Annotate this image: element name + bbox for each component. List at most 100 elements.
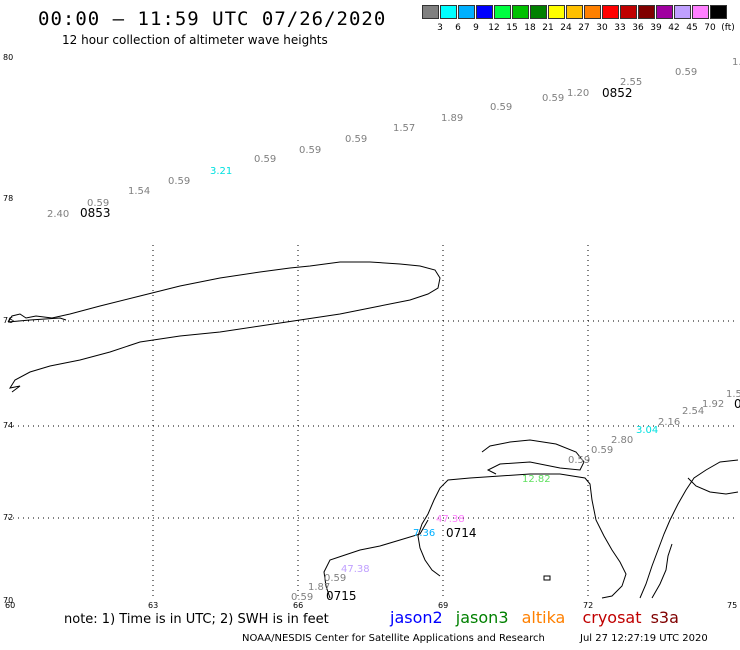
scale-swatch [494,5,511,19]
scale-swatch [710,5,727,19]
wave-height-label: 1.87 [308,582,330,593]
page-title: 00:00 – 11:59 UTC 07/26/2020 [38,8,387,30]
page-subtitle: 12 hour collection of altimeter wave hei… [62,33,328,47]
wave-height-label: 0.59 [324,573,346,584]
wave-height-label: 0.59 [299,145,321,156]
lon-tick-72: 72 [583,601,593,610]
wave-height-label: 0.59 [568,455,590,466]
wave-height-label: 1.57 [393,123,415,134]
lon-tick-69: 69 [438,601,448,610]
lat-tick-78: 78 [3,194,13,203]
scale-label: 39 [650,23,662,33]
coast-east-land [639,459,739,599]
lat-tick-72: 72 [3,513,13,522]
observations: 2.400.591.540.593.210.590.590.591.571.89… [47,57,740,603]
scale-swatch [656,5,673,19]
scale-swatch [602,5,619,19]
scale-swatch [566,5,583,19]
wave-height-label: 1.89 [441,113,463,124]
wave-height-label: 47.38 [341,564,370,575]
footer-timestamp: Jul 27 12:27:19 UTC 2020 [580,633,708,644]
wave-height-label: 1. [732,57,740,68]
wave-height-label: 2.40 [47,209,69,220]
legend: jason2 jason3 altika cryosat s3a [390,608,679,627]
coast-island-small [543,575,551,581]
wave-height-label: 1.92 [702,399,724,410]
wave-height-label: 0.59 [168,176,190,187]
scale-swatch [584,5,601,19]
scale-label: 21 [542,23,554,33]
scale-swatch [638,5,655,19]
grid [8,245,738,598]
lat-tick-74: 74 [3,421,13,430]
wave-height-label: 3.04 [636,425,658,436]
wave-height-label: 3.21 [210,166,232,177]
lat-tick-70: 70 [3,596,13,605]
wave-height-label: 1.54 [128,186,150,197]
footer-credit: NOAA/NESDIS Center for Satellite Applica… [242,633,545,644]
legend-jason3: jason3 [455,608,509,627]
lon-tick-60: 60 [5,601,15,610]
coast-bay [687,477,739,495]
scale-unit: (ft) [721,23,735,33]
wave-height-label: 1.20 [567,88,589,99]
time-label-0853: 0853 [80,206,111,220]
scale-label: 27 [578,23,590,33]
time-labels: 0853 0852 0714 0715 0 [80,86,740,603]
lat-tick-80: 80 [3,53,13,62]
wave-height-label: 0.59 [254,154,276,165]
time-label-0852: 0852 [602,86,633,100]
scale-label: 6 [455,23,461,33]
wave-height-label: 0.59 [87,198,109,209]
wave-height-label: 0.59 [291,592,313,603]
legend-jason2: jason2 [390,608,443,627]
note-text: note: 1) Time is in UTC; 2) SWH is in fe… [64,612,329,627]
wave-height-label: 2.55 [620,77,642,88]
scale-label: 15 [506,23,518,33]
scale-label: 24 [560,23,572,33]
scale-swatch [530,5,547,19]
lat-tick-76: 76 [3,316,13,325]
scale-swatch [692,5,709,19]
wave-height-label: 2.80 [611,435,633,446]
scale-swatch [548,5,565,19]
scale-swatch [422,5,439,19]
scale-label: 12 [488,23,500,33]
scale-label: 42 [668,23,680,33]
time-label-0714: 0714 [446,526,477,540]
scale-label: 45 [686,23,698,33]
coast-north-strait [7,317,67,323]
scale-swatch [620,5,637,19]
coast-south-mainland [323,519,429,599]
scale-label: 33 [614,23,626,33]
scale-label: 18 [524,23,536,33]
coast-yamal-upper [481,439,585,475]
time-label-0715: 0715 [326,589,357,603]
wave-height-label: 1.5 [726,389,740,400]
wave-height-label: 0.59 [675,67,697,78]
lon-tick-66: 66 [293,601,303,610]
wave-height-label: 7.36 [413,528,435,539]
scale-swatch [674,5,691,19]
wave-height-label: 0.59 [591,445,613,456]
wave-height-label: 0.59 [542,93,564,104]
scale-label: 36 [632,23,644,33]
lon-tick-75: 75 [727,601,737,610]
scale-label: 70 [704,23,716,33]
coast-peninsula-south [417,473,627,599]
wave-height-label: 0.59 [490,102,512,113]
wave-height-label: 47.38 [436,514,465,525]
wave-height-label: 0.59 [345,134,367,145]
lat-ticks: 80 78 76 74 72 70 [3,53,13,605]
scale-label: 3 [437,23,443,33]
lon-ticks: 60 63 66 69 72 75 [5,601,737,610]
legend-s3a: s3a [650,608,679,627]
wave-height-label: 2.54 [682,406,704,417]
wave-height-label: 12.82 [522,474,551,485]
scale-swatch [512,5,529,19]
coastline [7,261,739,599]
scale-label: 30 [596,23,608,33]
scale-swatch [476,5,493,19]
time-label-edge: 0 [734,397,740,411]
